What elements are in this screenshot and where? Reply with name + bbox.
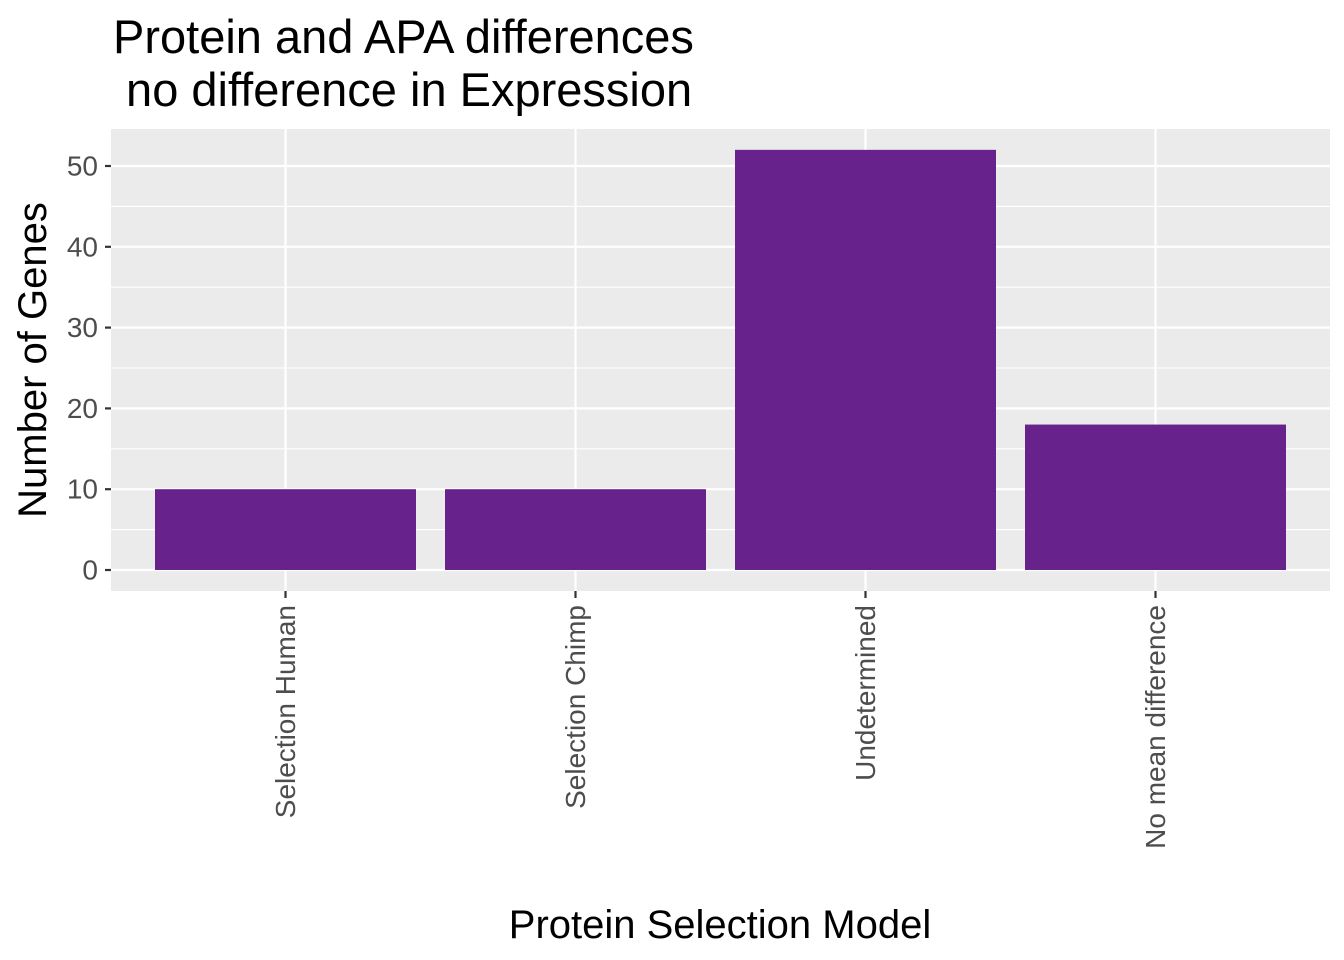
x-tick-label: Selection Chimp [560,605,591,809]
bar [1025,424,1286,570]
x-axis: Selection Human Selection Chimp Undetermin… [270,591,1171,849]
x-tick-label: No mean difference [1140,605,1171,849]
y-tick-label: 50 [67,151,98,182]
y-tick-label: 0 [82,555,98,586]
bar [735,149,996,570]
bar [445,489,706,570]
x-tick-label: Undetermined [850,605,881,781]
y-axis: 0 10 20 30 40 50 [67,151,111,586]
y-tick-label: 30 [67,312,98,343]
y-tick-label: 20 [67,393,98,424]
y-tick-label: 10 [67,474,98,505]
x-axis-title: Protein Selection Model [509,903,931,947]
bars [155,149,1286,570]
chart-title-line-1: Protein and APA differences [113,10,694,63]
y-axis-title: Number of Genes [11,202,55,518]
chart-title-line-2: no difference in Expression [113,63,692,116]
x-tick-label: Selection Human [270,605,301,818]
bar [155,489,416,570]
y-tick-label: 40 [67,231,98,262]
